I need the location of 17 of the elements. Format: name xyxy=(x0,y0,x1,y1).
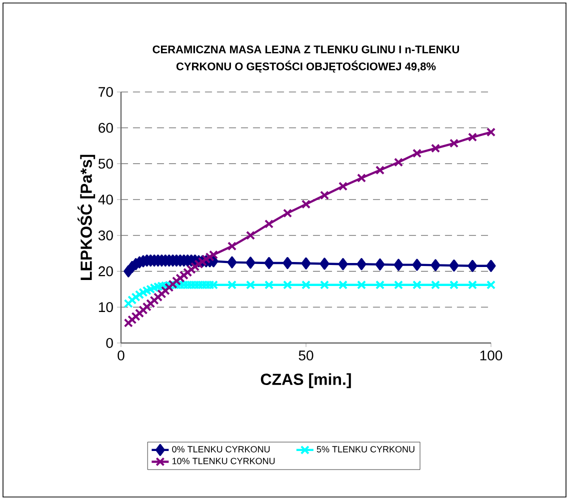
y-tick-label: 50 xyxy=(98,158,113,169)
x-tick-label: 50 xyxy=(298,350,314,360)
x-tick-label: 100 xyxy=(480,350,502,360)
y-tick-label: 0 xyxy=(106,338,113,348)
y-tick-label: 40 xyxy=(98,194,113,205)
x-axis-title: CZAS [min.] xyxy=(260,373,351,388)
y-axis-title: LEPKOŚĆ [Pa*s] xyxy=(78,154,96,280)
legend-label: 5% TLENKU CYRKONU xyxy=(316,446,414,452)
y-tick-label: 10 xyxy=(98,302,113,312)
x-tick-label: 0 xyxy=(118,350,124,360)
y-tick-label: 30 xyxy=(98,230,113,240)
chart-title: CERAMICZNA MASA LEJNA Z TLENKU GLINU I n-TLENKU CYRKONU O GĘSTOŚCI OBJĘTOŚCIOWEJ 49,8% xyxy=(152,46,459,72)
y-tick-label: 60 xyxy=(98,122,113,133)
legend-label: 10% TLENKU CYRKONU xyxy=(172,458,275,464)
y-tick-label: 70 xyxy=(98,87,113,97)
y-tick-label: 20 xyxy=(98,266,113,276)
legend-label: 0% TLENKU CYRKONU xyxy=(172,446,270,452)
